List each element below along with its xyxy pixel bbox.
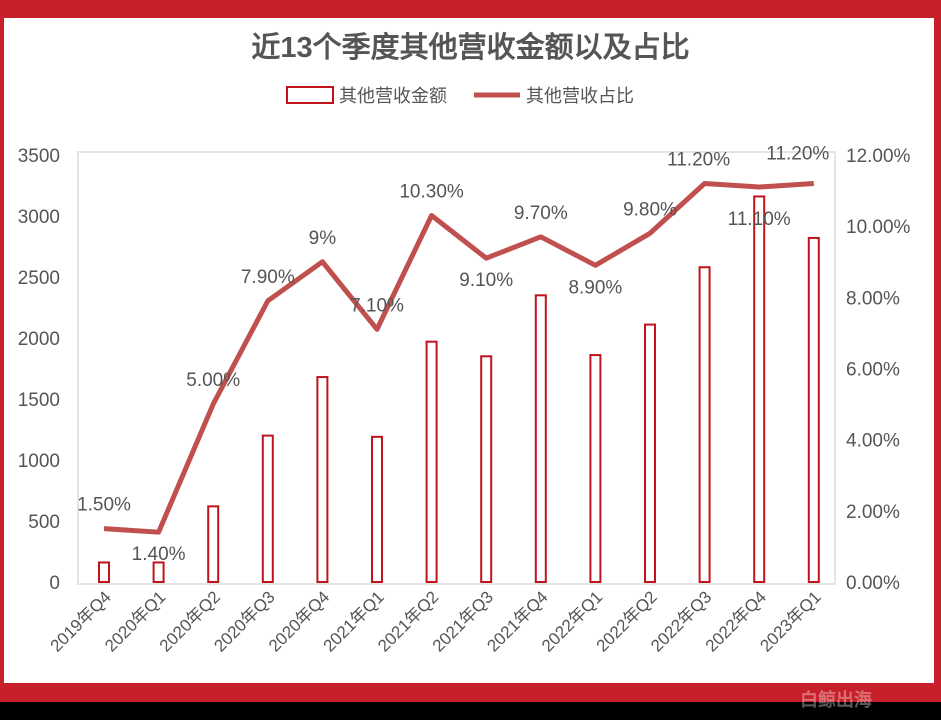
data-label: 7.10% — [350, 295, 404, 316]
bar — [316, 376, 329, 584]
data-label: 11.10% — [728, 209, 791, 230]
y-left-tick-label: 1000 — [18, 451, 60, 472]
data-label: 9.10% — [459, 270, 513, 291]
y-right-tick-label: 2.00% — [846, 502, 900, 523]
plot-area — [77, 151, 836, 585]
bar — [644, 323, 656, 583]
data-label: 11.20% — [667, 149, 730, 170]
y-left-tick-label: 0 — [49, 573, 60, 594]
bar — [480, 355, 493, 583]
bar — [589, 354, 602, 583]
y-right-tick-label: 10.00% — [846, 217, 911, 238]
data-label: 5.00% — [186, 370, 240, 391]
data-label: 1.40% — [132, 544, 186, 565]
data-label: 8.90% — [568, 277, 622, 298]
data-label: 7.90% — [241, 267, 295, 288]
data-label: 1.50% — [77, 495, 131, 516]
bar — [152, 561, 165, 583]
legend-line-label: 其他营收占比 — [526, 86, 634, 106]
bar — [534, 294, 547, 583]
y-left-tick-label: 2000 — [18, 329, 60, 350]
y-left-tick-label: 1500 — [18, 390, 60, 411]
y-left-tick-label: 3000 — [18, 207, 60, 228]
bar — [98, 561, 110, 583]
y-left-tick-label: 3500 — [18, 146, 60, 167]
bar — [698, 266, 711, 583]
ratio-line — [103, 180, 814, 535]
data-label: 9.70% — [514, 203, 568, 224]
y-right-tick-label: 8.00% — [846, 288, 900, 309]
data-label: 11.20% — [766, 143, 829, 164]
bar — [753, 195, 766, 583]
watermark-logo: 白鲸出海 — [800, 690, 872, 710]
data-label: 9.80% — [623, 199, 677, 220]
y-right-tick-label: 6.00% — [846, 360, 900, 381]
bar — [807, 236, 820, 584]
legend-bar-label: 其他营收金额 — [339, 86, 447, 106]
chart-title: 近13个季度其他营收金额以及占比 — [251, 32, 690, 64]
bar — [207, 505, 220, 583]
bar — [371, 435, 383, 583]
y-right-tick-label: 4.00% — [846, 431, 900, 452]
bar — [261, 434, 274, 583]
bar — [425, 340, 438, 583]
data-label: 9% — [309, 228, 337, 249]
y-left-tick-label: 2500 — [18, 268, 60, 289]
y-left-tick-label: 500 — [28, 512, 60, 533]
y-right-tick-label: 0.00% — [846, 573, 900, 594]
data-label: 10.30% — [399, 181, 464, 202]
y-right-tick-label: 12.00% — [846, 146, 911, 167]
legend-bar-swatch — [286, 86, 334, 104]
